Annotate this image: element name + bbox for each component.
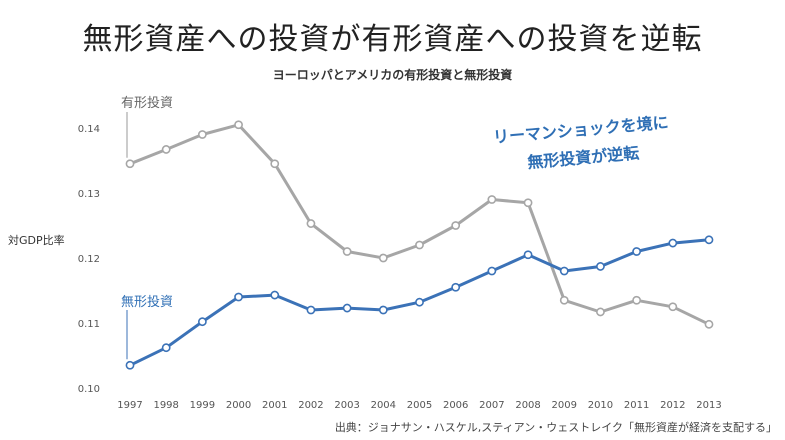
data-point	[559, 266, 569, 276]
y-tick-label: 0.11	[78, 319, 100, 330]
x-tick-label: 2013	[696, 400, 721, 411]
x-tick-label: 2012	[660, 400, 685, 411]
x-tick-label: 2000	[226, 400, 251, 411]
data-point	[306, 219, 316, 228]
data-point	[559, 295, 569, 305]
x-tick-label: 1997	[117, 400, 142, 411]
data-point	[197, 130, 207, 139]
y-tick-label: 0.13	[78, 189, 100, 200]
x-tick-label: 2003	[334, 400, 359, 411]
x-tick-label: 2009	[552, 400, 577, 411]
series-label-intangible: 無形投資	[121, 295, 174, 310]
series-line-0	[128, 123, 711, 326]
data-point	[415, 240, 424, 250]
data-point	[668, 302, 678, 312]
data-point	[487, 266, 497, 276]
x-tick-label: 2007	[479, 400, 504, 411]
x-tick-label: 2005	[407, 400, 432, 411]
data-point	[197, 317, 207, 327]
data-point	[523, 250, 533, 260]
x-tick-label: 2008	[515, 400, 540, 411]
data-point	[523, 198, 533, 208]
data-point	[234, 292, 243, 302]
y-axis-label: 対GDP比率	[8, 234, 65, 247]
data-point	[632, 247, 642, 256]
data-point	[306, 305, 316, 315]
data-point	[270, 290, 280, 300]
data-point	[596, 307, 605, 317]
page-title: 無形資産への投資が有形資産への投資を逆転	[82, 22, 703, 57]
data-point	[487, 195, 497, 204]
chart-title: ヨーロッパとアメリカの有形投資と無形投資	[272, 68, 513, 82]
data-point	[161, 343, 171, 353]
y-tick-label: 0.10	[78, 384, 100, 395]
data-point	[704, 235, 714, 245]
source-citation: 出典：ジョナサン・ハスケル,スティアン・ウェストレイク「無形資産が経済を支配する…	[334, 421, 777, 434]
data-point	[161, 145, 171, 154]
data-point	[125, 360, 135, 370]
data-point	[378, 305, 388, 315]
data-point	[451, 221, 461, 230]
series-points	[125, 120, 714, 370]
x-tick-label: 1999	[190, 400, 215, 411]
x-tick-labels: 1997 1998 1999 2000 2001 2002 2003 2004 2005 2006…	[117, 400, 721, 411]
data-point	[378, 253, 388, 263]
data-point	[704, 319, 714, 329]
x-tick-label: 2001	[262, 400, 287, 411]
data-point	[342, 303, 352, 313]
y-tick-label: 0.12	[78, 254, 100, 265]
data-point	[451, 282, 461, 292]
x-tick-label: 2004	[371, 400, 396, 411]
x-tick-label: 2002	[298, 400, 323, 411]
y-tick-labels: 0.10 0.11 0.12 0.13 0.14	[78, 124, 100, 395]
data-point	[415, 297, 424, 307]
data-point	[342, 247, 352, 256]
x-tick-label: 2006	[443, 400, 468, 411]
x-tick-label: 2010	[588, 400, 613, 411]
x-tick-label: 2011	[624, 400, 649, 411]
data-point	[596, 262, 605, 271]
data-point	[668, 238, 678, 248]
data-point	[234, 120, 243, 130]
data-point	[632, 295, 642, 305]
data-point	[125, 159, 135, 169]
y-tick-label: 0.14	[78, 124, 100, 135]
x-tick-label: 1998	[153, 400, 178, 411]
data-point	[270, 159, 280, 169]
series-label-tangible: 有形投資	[121, 96, 174, 111]
